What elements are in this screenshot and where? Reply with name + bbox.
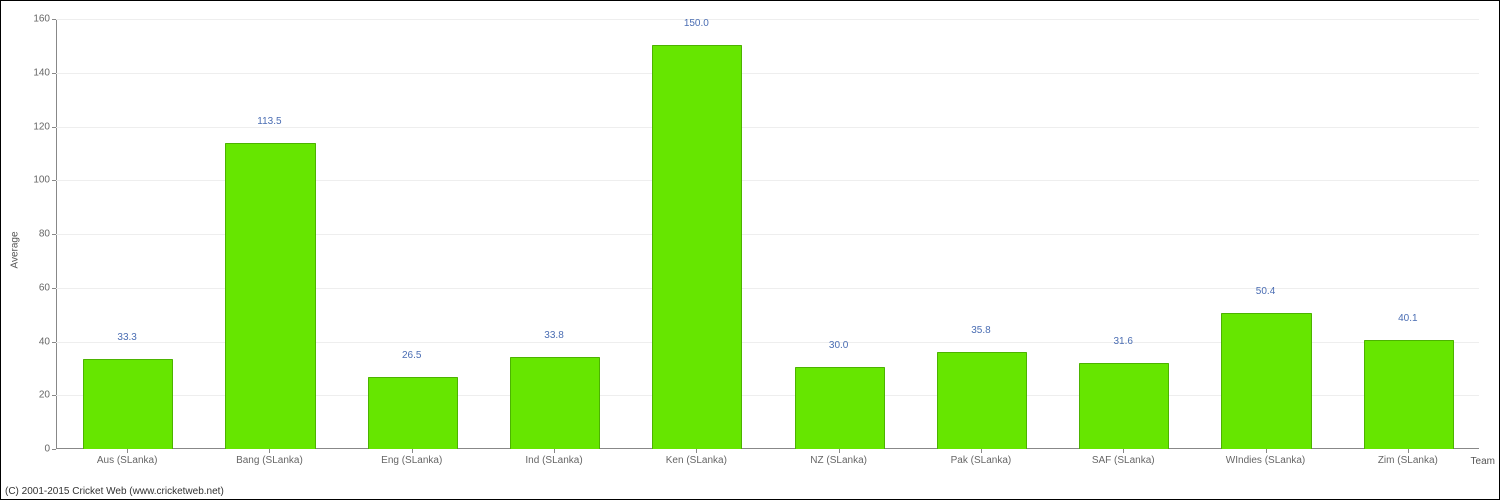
- x-tick-label: WIndies (SLanka): [1226, 449, 1305, 466]
- y-tick-label: 80: [39, 229, 50, 240]
- y-tick-mark: [52, 449, 56, 450]
- y-axis-title: Average: [10, 231, 21, 268]
- plot-area: 02040608010012014016033.3Aus (SLanka)113…: [56, 19, 1479, 449]
- bar-slot: 33.3Aus (SLanka): [56, 19, 198, 449]
- bar-value-label: 35.8: [910, 325, 1052, 339]
- bar-value-label: 113.5: [198, 116, 340, 130]
- bar: [368, 377, 458, 449]
- bar: [1221, 313, 1311, 449]
- y-tick-label: 140: [33, 67, 50, 78]
- y-tick-label: 160: [33, 14, 50, 25]
- x-axis-title: Team: [1471, 456, 1495, 467]
- bar: [83, 359, 173, 449]
- bar-value-label: 31.6: [1052, 336, 1194, 350]
- copyright-text: (C) 2001-2015 Cricket Web (www.cricketwe…: [5, 486, 224, 497]
- y-tick-label: 100: [33, 175, 50, 186]
- bar-slot: 26.5Eng (SLanka): [341, 19, 483, 449]
- x-tick-label: NZ (SLanka): [810, 449, 867, 466]
- bar-value-label: 30.0: [768, 340, 910, 354]
- y-tick-label: 20: [39, 390, 50, 401]
- bar: [1364, 340, 1454, 449]
- y-tick-label: 60: [39, 282, 50, 293]
- bar-slot: 30.0NZ (SLanka): [768, 19, 910, 449]
- x-tick-label: Zim (SLanka): [1378, 449, 1438, 466]
- bar: [225, 143, 315, 449]
- bar: [652, 45, 742, 449]
- chart-frame: Average 02040608010012014016033.3Aus (SL…: [0, 0, 1500, 500]
- bar-slot: 113.5Bang (SLanka): [198, 19, 340, 449]
- bar-value-label: 26.5: [341, 350, 483, 364]
- x-tick-label: Ind (SLanka): [525, 449, 582, 466]
- bar: [795, 367, 885, 449]
- bar-slot: 50.4WIndies (SLanka): [1194, 19, 1336, 449]
- x-tick-label: Bang (SLanka): [236, 449, 303, 466]
- y-tick-label: 40: [39, 336, 50, 347]
- y-tick-label: 0: [44, 444, 50, 455]
- bar-slot: 31.6SAF (SLanka): [1052, 19, 1194, 449]
- bar-slot: 33.8Ind (SLanka): [483, 19, 625, 449]
- bar-slot: 40.1Zim (SLanka): [1337, 19, 1479, 449]
- x-tick-label: SAF (SLanka): [1092, 449, 1155, 466]
- x-tick-label: Aus (SLanka): [97, 449, 158, 466]
- bar-value-label: 150.0: [625, 18, 767, 32]
- bar-value-label: 33.3: [56, 332, 198, 346]
- y-tick-label: 120: [33, 121, 50, 132]
- x-tick-label: Ken (SLanka): [666, 449, 727, 466]
- x-tick-label: Pak (SLanka): [951, 449, 1012, 466]
- bar-value-label: 40.1: [1337, 313, 1479, 327]
- bar-slot: 150.0Ken (SLanka): [625, 19, 767, 449]
- bar: [510, 357, 600, 449]
- x-tick-label: Eng (SLanka): [381, 449, 442, 466]
- bar-value-label: 33.8: [483, 330, 625, 344]
- bar-slot: 35.8Pak (SLanka): [910, 19, 1052, 449]
- bar: [937, 352, 1027, 449]
- bar-value-label: 50.4: [1194, 286, 1336, 300]
- bar: [1079, 363, 1169, 449]
